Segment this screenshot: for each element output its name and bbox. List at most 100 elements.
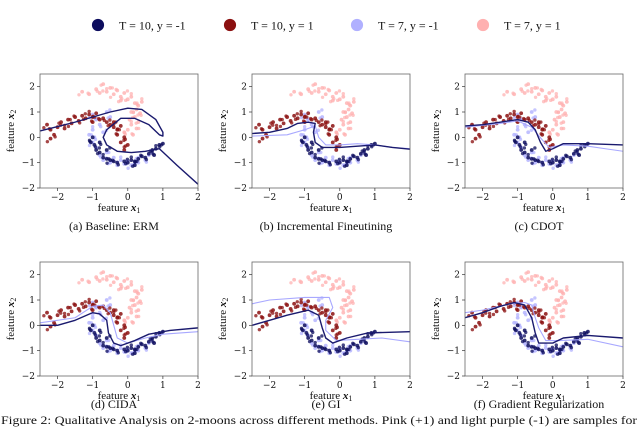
- point-t10_pos: [512, 109, 516, 114]
- point-t7_pos: [104, 277, 109, 282]
- point-t7_pos: [547, 279, 552, 283]
- point-t7_pos: [125, 89, 130, 93]
- point-t7_pos: [122, 279, 127, 283]
- point-t7_neg: [119, 155, 123, 159]
- point-t7_neg: [108, 296, 112, 300]
- point-t10_pos: [111, 125, 116, 130]
- point-t10_neg: [139, 153, 143, 158]
- point-t7_pos: [552, 117, 557, 122]
- point-t10_pos: [83, 300, 87, 304]
- point-t7_neg: [93, 325, 98, 330]
- point-t10_neg: [309, 334, 314, 338]
- point-t10_neg: [136, 344, 141, 349]
- point-t7_neg: [551, 354, 555, 358]
- point-t10_neg: [360, 149, 364, 153]
- point-t10_neg: [311, 142, 315, 147]
- point-t7_pos: [125, 127, 130, 132]
- y-axis-label: feature x2: [430, 298, 443, 341]
- x-tick-label: −1: [511, 193, 524, 203]
- point-t10_neg: [320, 334, 324, 338]
- point-t7_pos: [322, 86, 327, 90]
- point-t10_pos: [320, 306, 324, 310]
- point-t10_pos: [68, 117, 72, 122]
- x-tick-label: −1: [298, 193, 311, 203]
- point-t10_neg: [548, 349, 553, 354]
- point-t7_neg: [330, 346, 335, 351]
- point-t7_pos: [347, 290, 351, 295]
- point-t10_pos: [284, 114, 288, 118]
- y-tick-label: −1: [447, 159, 460, 169]
- point-t7_pos: [341, 94, 346, 99]
- point-t7_pos: [136, 301, 140, 305]
- axes-frame: [464, 73, 624, 189]
- panels: −2 −1 0 1 2 −2 −1 0 1 2 feature x1 feature x2 (a) Ba…: [5, 73, 626, 411]
- plot-area: [252, 82, 410, 170]
- point-t7_pos: [135, 102, 139, 107]
- point-t10_pos: [295, 300, 299, 304]
- legend-marker-t7_neg: [350, 18, 364, 32]
- point-t10_neg: [110, 346, 115, 351]
- point-t7_pos: [335, 320, 340, 324]
- point-t7_pos: [533, 95, 538, 100]
- point-t7_pos: [502, 93, 506, 97]
- point-t7_neg: [107, 338, 111, 343]
- x-tick-label: 0: [550, 381, 556, 391]
- point-t7_pos: [342, 320, 346, 324]
- point-t7_pos: [351, 287, 356, 292]
- decision-boundary-t10: [40, 311, 198, 347]
- point-t7_pos: [342, 132, 346, 136]
- point-t10_pos: [269, 309, 273, 313]
- point-t10_pos: [506, 305, 511, 310]
- point-t10_neg: [97, 146, 102, 150]
- point-t10_neg: [317, 349, 321, 353]
- x-tick-label: 1: [585, 381, 591, 391]
- point-t10_neg: [351, 341, 355, 346]
- point-t7_neg: [529, 110, 534, 114]
- point-t7_pos: [548, 132, 553, 136]
- point-t7_pos: [131, 298, 136, 302]
- y-tick-label: 1: [29, 296, 35, 306]
- point-t7_pos: [320, 95, 325, 100]
- point-t7_pos: [511, 91, 515, 95]
- point-t10_pos: [80, 113, 85, 118]
- point-t10_pos: [512, 297, 516, 302]
- point-t7_neg: [536, 343, 541, 348]
- decision-boundary-t7: [465, 301, 623, 348]
- point-t7_pos: [104, 89, 109, 94]
- y-tick-label: 0: [454, 321, 460, 331]
- plot-area: [40, 270, 198, 358]
- point-t7_pos: [550, 89, 555, 93]
- point-t7_pos: [136, 113, 140, 117]
- point-t10_pos: [327, 127, 332, 131]
- point-t7_pos: [101, 277, 105, 281]
- point-t10_neg: [529, 336, 534, 340]
- point-t10_pos: [108, 306, 112, 310]
- point-t10_neg: [573, 149, 577, 153]
- point-t7_pos: [511, 279, 515, 283]
- point-t7_pos: [564, 99, 569, 104]
- point-t7_pos: [342, 115, 347, 120]
- point-t7_pos: [556, 110, 561, 114]
- point-t10_pos: [265, 323, 269, 327]
- y-tick-label: −1: [234, 347, 247, 357]
- point-t10_pos: [274, 126, 279, 131]
- point-t7_neg: [302, 315, 307, 320]
- point-t10_neg: [529, 148, 534, 152]
- x-tick-label: −1: [511, 381, 524, 391]
- point-t10_neg: [328, 350, 332, 355]
- point-t7_pos: [348, 113, 352, 117]
- point-t7_neg: [532, 338, 536, 343]
- point-t10_pos: [299, 297, 303, 302]
- point-t7_neg: [99, 124, 103, 129]
- x-tick-label: 2: [620, 193, 626, 203]
- point-t7_pos: [139, 287, 144, 292]
- point-t7_neg: [515, 127, 520, 132]
- point-t10_pos: [259, 127, 264, 131]
- point-t7_neg: [515, 312, 520, 317]
- point-t7_neg: [144, 160, 149, 164]
- point-t7_pos: [317, 274, 321, 279]
- point-t7_pos: [311, 83, 315, 87]
- point-t10_neg: [515, 323, 520, 328]
- point-t10_pos: [122, 326, 126, 331]
- point-t10_pos: [87, 297, 91, 302]
